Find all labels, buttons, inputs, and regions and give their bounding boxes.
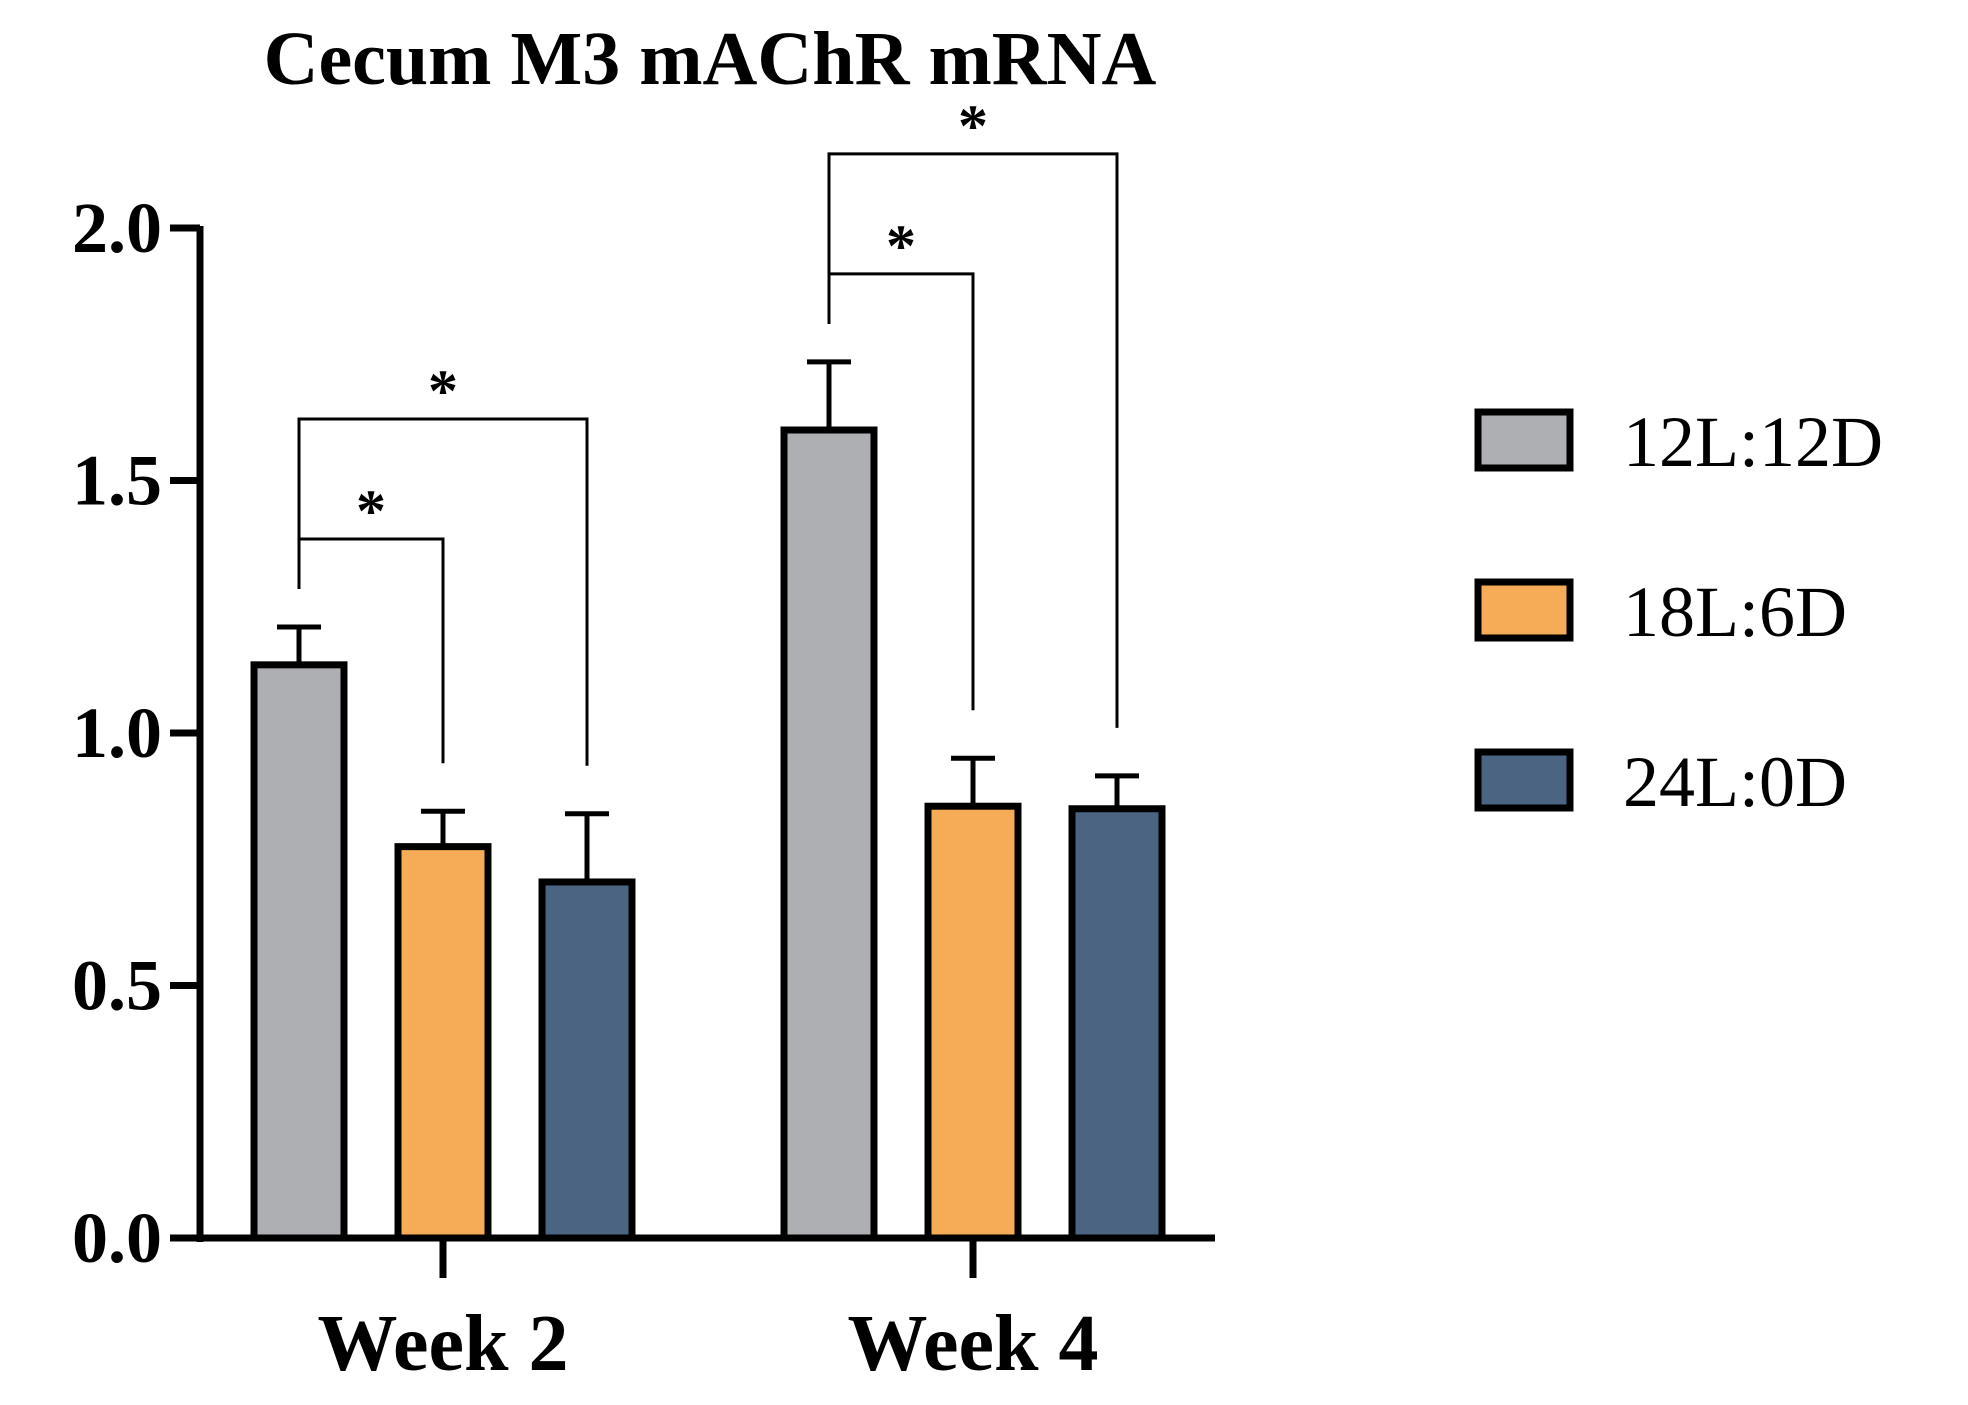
legend-label: 12L:12D [1623,402,1883,482]
bar [394,843,492,1242]
legend: 12L:12D 18L:6D 24L:0D [1474,402,1883,822]
bar [924,802,1022,1242]
significance-bracket [297,417,589,766]
significance-star: * [958,93,988,159]
chart-title: Cecum M3 mAChR mRNA [264,17,1157,101]
y-tick-label: 1.0 [72,693,162,773]
x-tick-label: Week 2 [317,1300,568,1388]
legend-label: 24L:0D [1623,742,1847,822]
significance-star: * [356,478,386,544]
y-tick-label: 0.0 [72,1198,162,1278]
bar [1068,805,1166,1242]
bar [250,661,348,1242]
bar [538,878,636,1242]
legend-swatch [1474,748,1574,812]
significance-star: * [428,358,458,424]
significance-bracket [827,152,1119,728]
bars [250,359,1166,1242]
y-tick-label: 2.0 [72,188,162,268]
significance-star: * [886,213,916,279]
bar [780,426,878,1242]
axes: 0.0 0.5 1.0 1.5 2.0 Week 2 Week 4 [72,188,1215,1388]
legend-swatch [1474,408,1574,472]
legend-swatch [1474,578,1574,642]
legend-label: 18L:6D [1623,572,1847,652]
x-tick-label: Week 4 [847,1300,1098,1388]
significance-brackets: * * * * [297,93,1119,766]
y-tick-label: 0.5 [72,946,162,1026]
y-tick-label: 1.5 [72,441,162,521]
